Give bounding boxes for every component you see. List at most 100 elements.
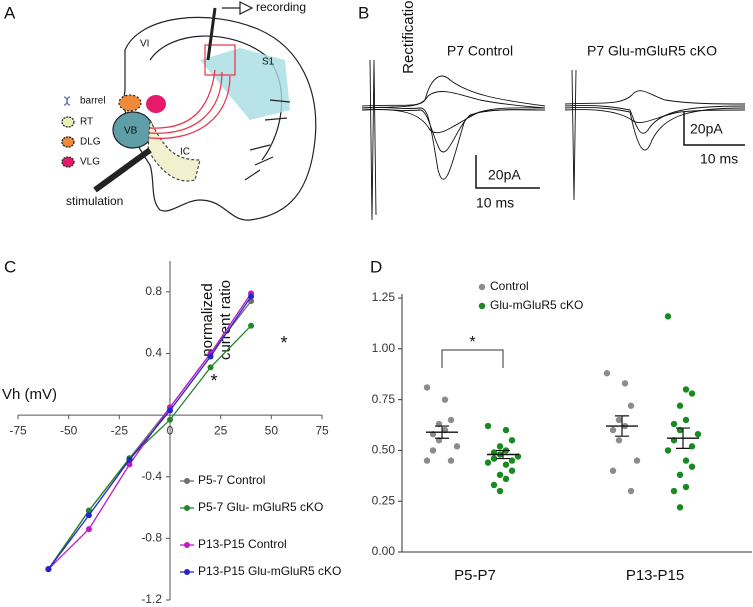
annotation: * bbox=[469, 334, 475, 351]
data-point bbox=[441, 396, 449, 403]
diagram-label: IC bbox=[180, 147, 190, 158]
y-tick-label: 1.25 bbox=[372, 290, 396, 304]
scale-bar-label: 20pA bbox=[488, 167, 521, 183]
data-point bbox=[496, 487, 504, 495]
diagram-label: VB bbox=[124, 126, 138, 137]
x-tick-label: -25 bbox=[111, 423, 129, 437]
y-tick-label: 0.25 bbox=[372, 493, 396, 507]
data-point bbox=[490, 481, 498, 489]
data-point bbox=[447, 457, 455, 464]
data-point bbox=[126, 456, 133, 463]
data-point bbox=[676, 504, 684, 511]
data-point bbox=[45, 566, 52, 573]
panel-label: C bbox=[4, 257, 16, 276]
diagram-label: recording bbox=[256, 0, 306, 14]
data-point bbox=[248, 293, 255, 300]
scale-bar-label: 10 ms bbox=[700, 151, 738, 167]
data-point bbox=[508, 457, 516, 464]
data-point bbox=[664, 447, 672, 454]
data-point bbox=[603, 370, 611, 377]
series-line bbox=[47, 296, 252, 570]
trace-title: P7 Control bbox=[447, 43, 513, 59]
data-point bbox=[621, 380, 629, 387]
brain-diagram bbox=[61, 1, 317, 221]
data-point bbox=[502, 461, 510, 468]
data-point bbox=[167, 416, 173, 423]
diagram-label: S1 bbox=[262, 57, 275, 68]
data-point bbox=[207, 353, 214, 360]
data-point bbox=[85, 526, 92, 533]
panel-label: D bbox=[370, 257, 382, 276]
legend-marker bbox=[478, 302, 486, 310]
data-point bbox=[688, 443, 696, 450]
x-tick-label: 50 bbox=[265, 423, 279, 437]
data-point bbox=[670, 487, 678, 495]
data-point bbox=[682, 457, 690, 464]
x-tick-label: -75 bbox=[9, 423, 27, 437]
diagram-label: VI bbox=[140, 39, 149, 50]
diagram-label: stimulation bbox=[66, 194, 123, 208]
legend-label: P13-P15 Glu-mGluR5 cKO bbox=[198, 564, 341, 578]
legend-label: P5-7 Glu- mGluR5 cKO bbox=[198, 500, 323, 514]
legend-label: P5-7 Control bbox=[198, 473, 265, 487]
x-tick-label: 75 bbox=[315, 423, 329, 437]
error-bar bbox=[676, 427, 690, 449]
y-tick-label: 0.50 bbox=[372, 443, 396, 457]
data-point bbox=[508, 437, 516, 444]
data-point bbox=[676, 402, 684, 409]
y-tick-label: -1.2 bbox=[141, 592, 162, 606]
data-point bbox=[682, 416, 690, 424]
scale-bar-label: 10 ms bbox=[476, 195, 514, 211]
data-point bbox=[670, 420, 678, 428]
data-point bbox=[502, 475, 510, 483]
data-point bbox=[609, 467, 617, 474]
panel-label: A bbox=[4, 3, 16, 22]
data-point bbox=[484, 422, 492, 430]
data-point bbox=[664, 313, 672, 320]
y-tick-label: -0.4 bbox=[141, 469, 162, 483]
error-bar bbox=[496, 449, 510, 460]
legend-marker bbox=[184, 505, 190, 511]
legend-label: Control bbox=[490, 279, 529, 293]
error-bar bbox=[435, 425, 449, 439]
data-point bbox=[609, 426, 617, 434]
data-point bbox=[615, 416, 623, 424]
data-point bbox=[688, 390, 696, 397]
x-axis-label: Vh (mV) bbox=[2, 386, 57, 403]
legend-label: Glu-mGluR5 cKO bbox=[490, 298, 583, 312]
y-tick-label: -0.8 bbox=[141, 531, 162, 545]
legend-marker bbox=[478, 283, 486, 291]
y-tick-label: 0.00 bbox=[372, 544, 396, 558]
data-point bbox=[688, 463, 696, 470]
x-tick-label: 0 bbox=[167, 423, 174, 437]
data-point bbox=[207, 364, 214, 371]
legend-marker bbox=[184, 478, 190, 484]
y-tick-label: 0.8 bbox=[145, 284, 162, 298]
data-point bbox=[496, 471, 504, 479]
data-point bbox=[676, 471, 684, 479]
data-point bbox=[502, 426, 510, 434]
data-point bbox=[496, 443, 504, 450]
data-point bbox=[682, 386, 690, 393]
data-point bbox=[682, 483, 690, 491]
x-tick-label: 25 bbox=[214, 423, 228, 437]
panel-label: B bbox=[358, 3, 369, 22]
diagram-label: RT bbox=[80, 117, 93, 128]
data-point bbox=[447, 416, 455, 424]
scale-bar-label: 20pA bbox=[690, 121, 723, 137]
data-point bbox=[85, 512, 92, 519]
data-point bbox=[633, 457, 641, 464]
data-point bbox=[627, 402, 635, 409]
data-point bbox=[508, 467, 516, 474]
data-point bbox=[429, 447, 437, 454]
x-tick-label: P5-P7 bbox=[454, 567, 496, 584]
error-bar bbox=[615, 415, 629, 437]
trace-title: P7 Glu-mGluR5 cKO bbox=[587, 43, 717, 59]
legend-label: P13-P15 Control bbox=[198, 537, 287, 551]
data-point bbox=[453, 443, 461, 450]
significance-bracket bbox=[441, 349, 504, 368]
data-point bbox=[167, 407, 173, 414]
data-point bbox=[615, 437, 623, 444]
legend-marker bbox=[184, 569, 190, 575]
